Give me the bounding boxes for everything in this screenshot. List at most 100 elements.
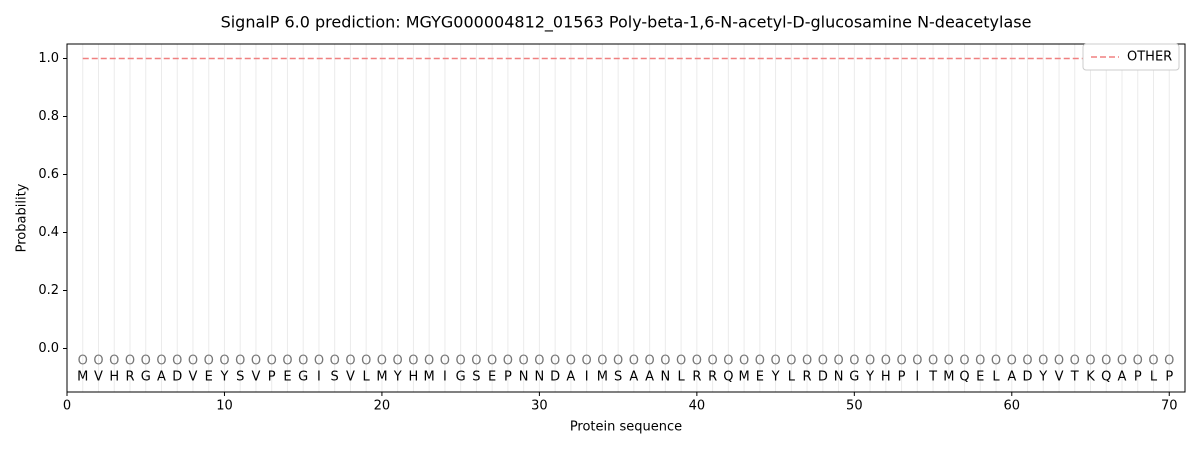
residue-letter: E <box>283 370 291 385</box>
y-axis-label: Probability <box>15 183 30 252</box>
predicted-label: O <box>833 354 843 369</box>
predicted-label: O <box>109 354 119 369</box>
predicted-label: O <box>125 354 135 369</box>
predicted-label: O <box>944 354 954 369</box>
predicted-label: O <box>471 354 481 369</box>
residue-letter: N <box>519 370 529 385</box>
x-tick-label: 60 <box>1004 399 1021 414</box>
residue-letter: M <box>943 370 954 385</box>
residue-letter: G <box>141 370 151 385</box>
x-axis-label: Protein sequence <box>570 420 682 435</box>
residue-letter: P <box>268 370 276 385</box>
predicted-label: O <box>786 354 796 369</box>
residue-letter: Y <box>865 370 874 385</box>
x-tick-label: 20 <box>374 399 391 414</box>
predicted-label: O <box>739 354 749 369</box>
predicted-label: O <box>1022 354 1032 369</box>
residue-letter: V <box>189 370 198 385</box>
residue-letter: D <box>818 370 828 385</box>
y-tick-label: 0.2 <box>38 283 59 298</box>
predicted-label: O <box>534 354 544 369</box>
residue-letter: R <box>708 370 717 385</box>
predicted-label: O <box>676 354 686 369</box>
predicted-label: O <box>865 354 875 369</box>
residue-letter: I <box>317 370 321 385</box>
residue-letter: A <box>566 370 575 385</box>
predicted-label: O <box>896 354 906 369</box>
y-tick-label: 0.4 <box>38 225 59 240</box>
residue-letter: P <box>1165 370 1173 385</box>
residue-letter: S <box>614 370 622 385</box>
residue-letter: V <box>346 370 355 385</box>
residue-letter: V <box>1055 370 1064 385</box>
predicted-label: O <box>660 354 670 369</box>
residue-letter: Y <box>771 370 780 385</box>
residue-letter: L <box>788 370 796 385</box>
residue-letter: A <box>629 370 638 385</box>
residue-letter: Q <box>1101 370 1111 385</box>
predicted-label: O <box>1085 354 1095 369</box>
residue-letter: E <box>488 370 496 385</box>
predicted-label: O <box>959 354 969 369</box>
residue-letter: A <box>645 370 654 385</box>
residue-letter: P <box>1134 370 1142 385</box>
residue-letter: M <box>77 370 88 385</box>
y-tick-label: 1.0 <box>38 51 59 66</box>
residue-letter: M <box>424 370 435 385</box>
x-tick-label: 10 <box>216 399 233 414</box>
predicted-label: O <box>1038 354 1048 369</box>
predicted-label: O <box>723 354 733 369</box>
predicted-label: O <box>219 354 229 369</box>
legend-box <box>1082 43 1180 71</box>
residue-letter: M <box>738 370 749 385</box>
predicted-label: O <box>912 354 922 369</box>
residue-letter: N <box>660 370 670 385</box>
residue-letter: D <box>1023 370 1033 385</box>
residue-letter: P <box>898 370 906 385</box>
residue-letter: Y <box>219 370 228 385</box>
residue-letter: M <box>376 370 387 385</box>
predicted-label: O <box>424 354 434 369</box>
predicted-label: O <box>282 354 292 369</box>
predicted-label: O <box>818 354 828 369</box>
predicted-label: O <box>849 354 859 369</box>
predicted-label: O <box>156 354 166 369</box>
predicted-label: O <box>314 354 324 369</box>
residue-letter: S <box>472 370 480 385</box>
predicted-label: O <box>566 354 576 369</box>
residue-letter: E <box>756 370 764 385</box>
predicted-label: O <box>298 354 308 369</box>
predicted-label: O <box>1101 354 1111 369</box>
residue-letter: P <box>504 370 512 385</box>
predicted-label: O <box>645 354 655 369</box>
residue-letter: L <box>1150 370 1158 385</box>
predicted-label: O <box>408 354 418 369</box>
predicted-label: O <box>440 354 450 369</box>
residue-letter: R <box>803 370 812 385</box>
predicted-label: O <box>503 354 513 369</box>
predicted-label: O <box>802 354 812 369</box>
y-tick-label: 0.6 <box>38 167 59 182</box>
residue-letter: M <box>597 370 608 385</box>
x-tick-label: 50 <box>846 399 863 414</box>
residue-letter: G <box>298 370 308 385</box>
predicted-label: O <box>975 354 985 369</box>
predicted-label: O <box>345 354 355 369</box>
residue-letter: K <box>1086 370 1095 385</box>
residue-letter: E <box>976 370 984 385</box>
plot-frame <box>66 43 1186 393</box>
y-tick-label: 0.8 <box>38 109 59 124</box>
residue-letter: I <box>915 370 919 385</box>
residue-letter: G <box>849 370 859 385</box>
residue-letter: G <box>456 370 466 385</box>
residue-letter: Q <box>959 370 969 385</box>
predicted-label: O <box>251 354 261 369</box>
predicted-label: O <box>1133 354 1143 369</box>
predicted-label: O <box>519 354 529 369</box>
residue-letter: Y <box>1038 370 1047 385</box>
residue-letter: L <box>363 370 371 385</box>
predicted-label: O <box>629 354 639 369</box>
x-tick-label: 70 <box>1161 399 1178 414</box>
